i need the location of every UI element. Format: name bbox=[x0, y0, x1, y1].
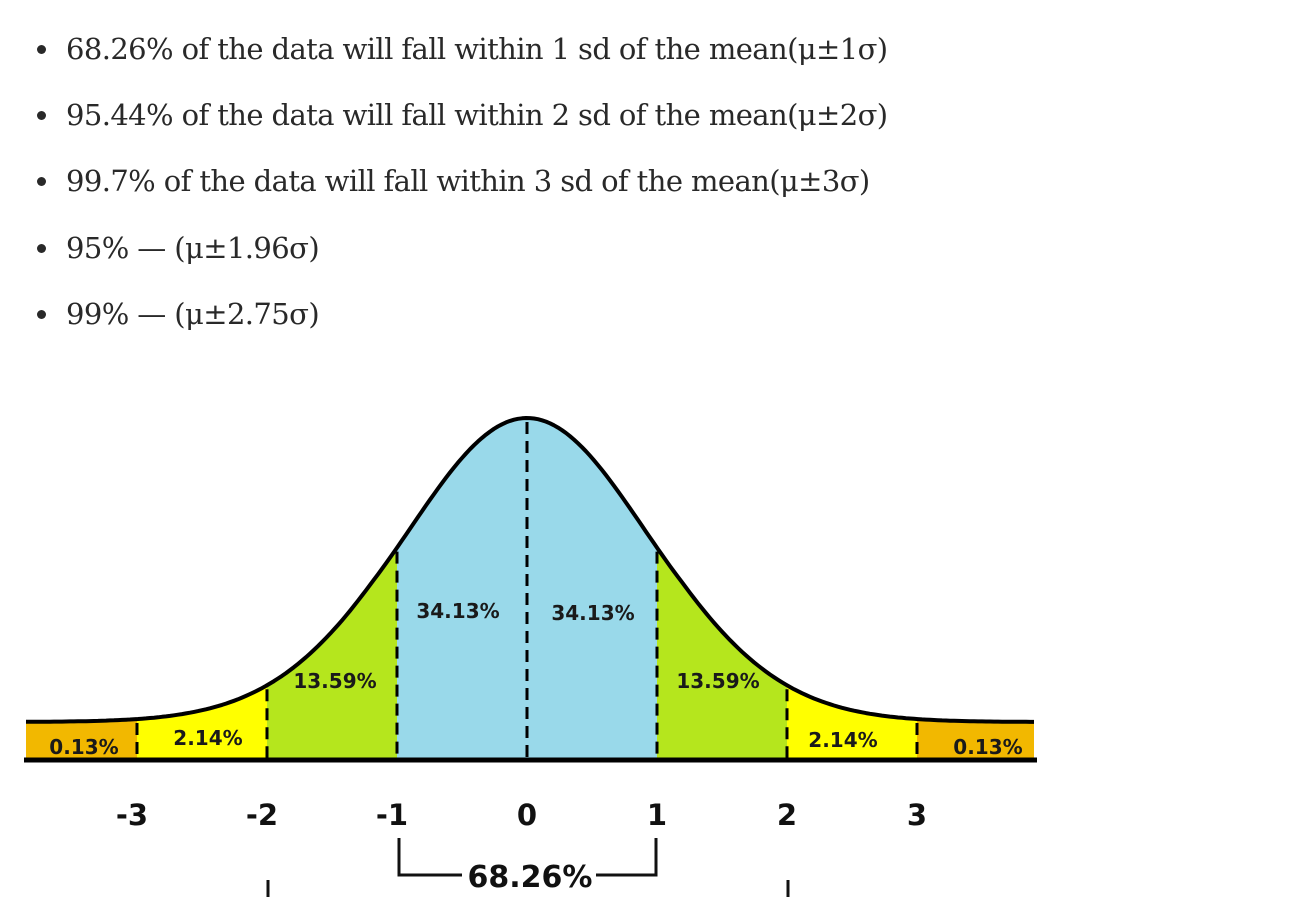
bracket-label: 68.26% bbox=[468, 860, 593, 895]
percent-label-1: 0.13% bbox=[49, 735, 118, 759]
region-fill-7 bbox=[787, 685, 917, 760]
tick-label-7: 3 bbox=[907, 798, 927, 832]
region-fill-5 bbox=[527, 418, 657, 760]
region-fill-6 bbox=[657, 547, 787, 760]
percent-label-4: 34.13% bbox=[416, 599, 499, 623]
percent-label-3: 13.59% bbox=[293, 669, 376, 693]
bullet-text: 68.26% of the data will fall within 1 sd… bbox=[66, 32, 888, 66]
bullet-dot-icon bbox=[37, 177, 46, 186]
region-fill-4 bbox=[397, 418, 527, 760]
bell-curve bbox=[26, 416, 1034, 724]
bullet-dot-icon bbox=[37, 310, 46, 319]
region-fill-1 bbox=[26, 719, 137, 760]
bracket-68: 68.26% bbox=[266, 838, 790, 897]
bullet-dot-icon bbox=[37, 244, 46, 253]
bullet-dot-icon bbox=[37, 45, 46, 54]
bullet-text: 95% — (μ±1.96σ) bbox=[66, 231, 320, 265]
bullet-text: 99.7% of the data will fall within 3 sd … bbox=[66, 164, 870, 198]
region-fill-8 bbox=[917, 719, 1034, 760]
percent-label-6: 13.59% bbox=[676, 669, 759, 693]
percent-labels: 0.13% 2.14% 13.59% 34.13% 34.13% 13.59% 2.14% 0… bbox=[49, 599, 1022, 759]
region-fills bbox=[26, 418, 1034, 760]
percent-label-5: 34.13% bbox=[551, 601, 634, 625]
bracket-right bbox=[596, 838, 658, 877]
region-fill-3 bbox=[267, 547, 397, 760]
percent-label-7: 2.14% bbox=[808, 728, 877, 752]
region-fill-2 bbox=[137, 685, 267, 760]
sd-dividers bbox=[135, 422, 919, 760]
tick-label-5: 1 bbox=[647, 798, 667, 832]
sd-tick-labels: -3 -2 -1 0 1 2 3 bbox=[116, 798, 927, 832]
bullet-text: 95.44% of the data will fall within 2 sd… bbox=[66, 98, 888, 132]
tick-label-2: -2 bbox=[246, 798, 278, 832]
bullet-dot-icon bbox=[37, 111, 46, 120]
tick-label-1: -3 bbox=[116, 798, 148, 832]
bracket-left bbox=[397, 838, 462, 877]
tick-label-4: 0 bbox=[517, 798, 537, 832]
tick-label-6: 2 bbox=[777, 798, 797, 832]
percent-label-2: 2.14% bbox=[173, 726, 242, 750]
bullet-text: 99% — (μ±2.75σ) bbox=[66, 297, 320, 331]
tick-label-3: -1 bbox=[376, 798, 408, 832]
percent-label-8: 0.13% bbox=[953, 735, 1022, 759]
